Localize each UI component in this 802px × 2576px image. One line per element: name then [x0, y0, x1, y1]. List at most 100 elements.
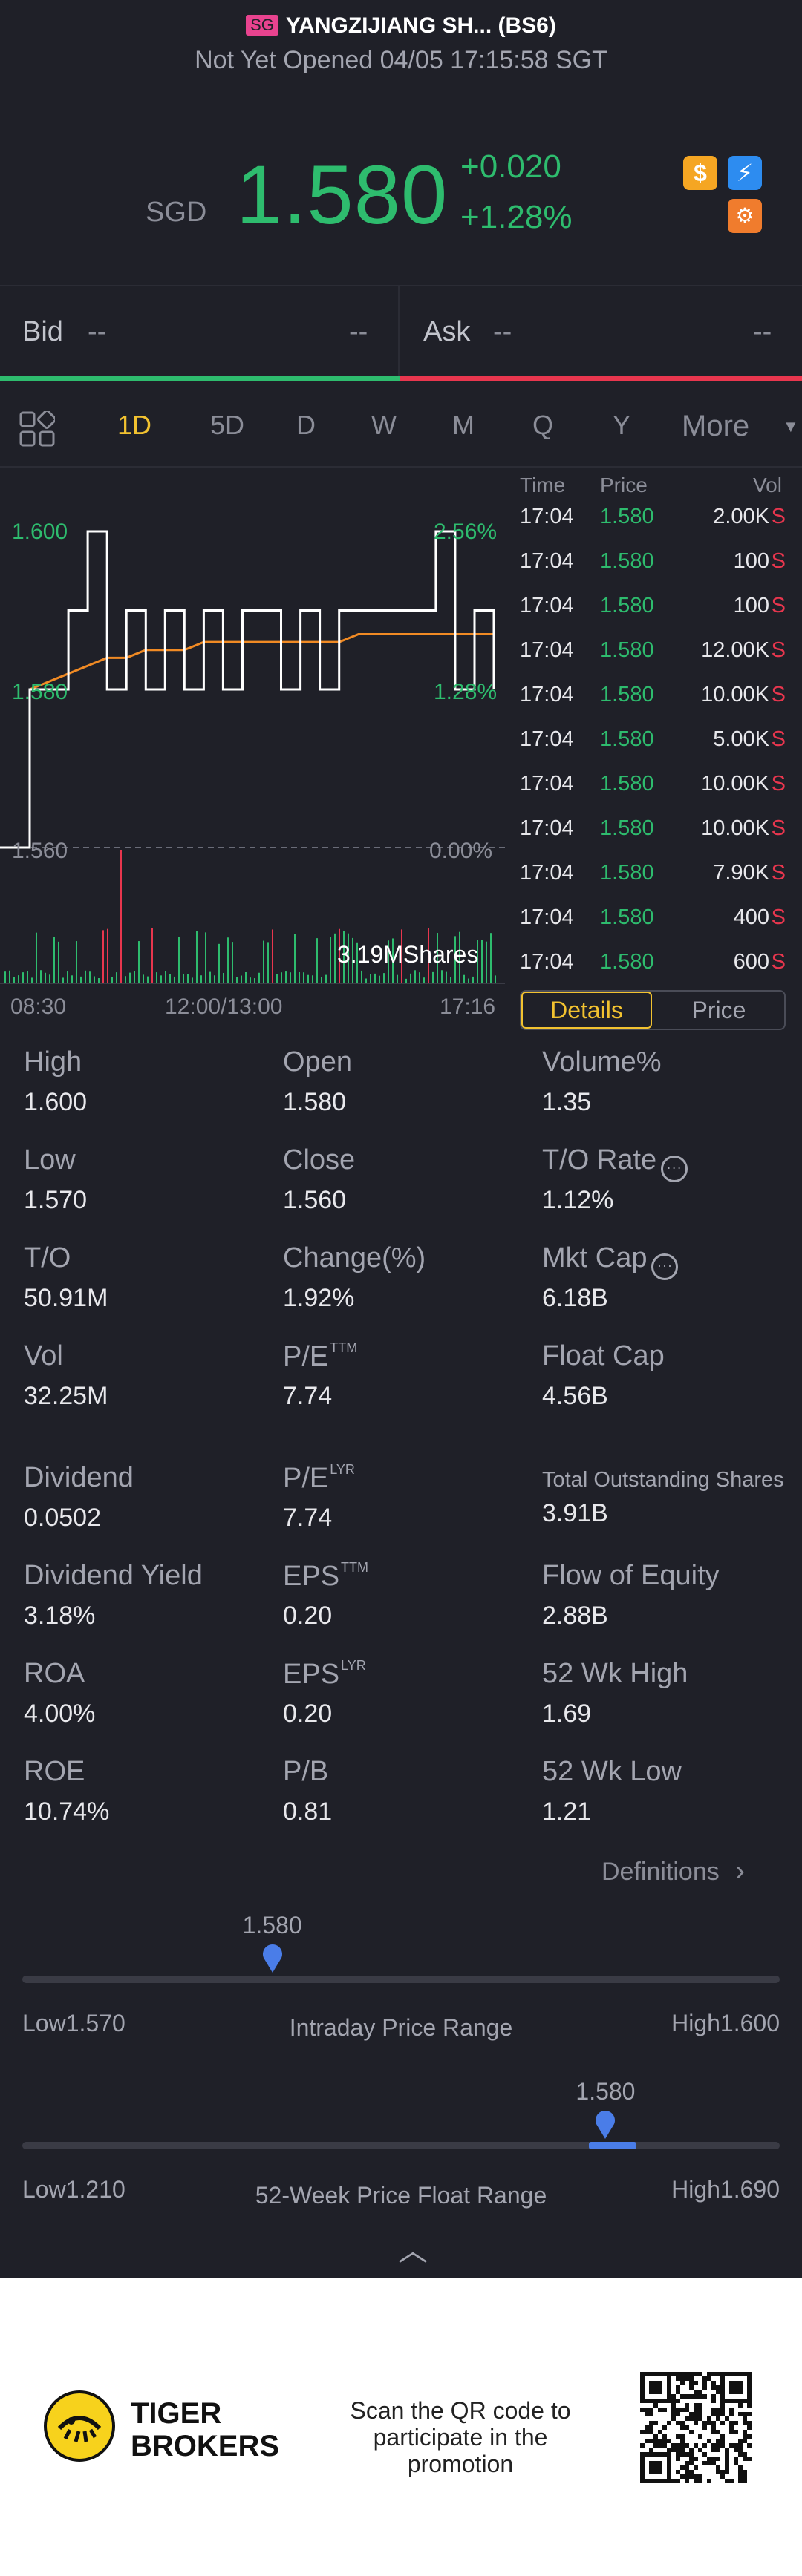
volume-bar — [454, 936, 456, 983]
lightning-icon[interactable]: ⚡ — [728, 156, 762, 190]
tab-y[interactable]: Y — [613, 410, 631, 440]
trade-row: 17:04 1.580 7.90K S — [0, 861, 802, 905]
tab-m[interactable]: M — [452, 410, 475, 440]
volume-bar — [446, 971, 447, 983]
week52-current-value: 1.580 — [576, 2078, 636, 2105]
tab-d[interactable]: D — [296, 410, 316, 440]
trade-price: 1.580 — [600, 727, 654, 751]
segment-price[interactable]: Price — [691, 997, 746, 1023]
volume-bar — [459, 931, 460, 983]
tab-1d[interactable]: 1D — [117, 410, 152, 440]
volume-bar — [27, 971, 28, 983]
stat-floatcap-label: Float Cap — [542, 1340, 665, 1371]
stat-pe-lyr-label: P/E LYR — [283, 1462, 355, 1495]
trade-side: S — [771, 905, 786, 929]
trade-price: 1.580 — [600, 905, 654, 929]
stat-roe-value: 10.74% — [24, 1797, 110, 1826]
volume-bar — [45, 972, 46, 983]
chevron-up-icon[interactable]: ︿ — [398, 2235, 428, 2267]
trade-price: 1.580 — [600, 549, 654, 573]
week52-low: Low1.210 — [22, 2176, 125, 2203]
trade-volume: 12.00K — [701, 638, 769, 662]
pct-axis-top: 2.56% — [434, 520, 498, 544]
stat-mktcap-label[interactable]: Mkt Cap ··· — [542, 1242, 679, 1280]
volume-bar — [330, 937, 331, 983]
trade-row: 17:04 1.580 10.00K S — [0, 683, 802, 727]
volume-bar — [129, 972, 131, 983]
stat-52wkhigh-label: 52 Wk High — [542, 1658, 688, 1689]
x-axis-mid: 12:00/13:00 — [165, 994, 283, 1019]
stat-vol-value: 32.25M — [24, 1382, 108, 1410]
volume-bar — [196, 931, 198, 983]
qr-code[interactable] — [640, 2372, 752, 2483]
trade-price: 1.580 — [600, 505, 654, 528]
volume-bar — [250, 977, 251, 983]
stat-foe-label: Flow of Equity — [542, 1560, 720, 1591]
volume-bar — [361, 970, 362, 983]
layout-grid-icon[interactable] — [19, 411, 55, 447]
volume-bar — [187, 973, 189, 983]
stat-pb-value: 0.81 — [283, 1797, 333, 1826]
stat-tos-label: Total Outstanding Shares — [542, 1468, 784, 1492]
volume-bar — [125, 976, 126, 983]
week52-range-marker — [589, 2142, 637, 2149]
tab-5d[interactable]: 5D — [210, 410, 245, 440]
trade-row: 17:04 1.580 10.00K S — [0, 772, 802, 816]
stat-pb-label: P/B — [283, 1756, 329, 1787]
x-axis-end: 17:16 — [440, 994, 496, 1019]
stat-high-value: 1.600 — [24, 1088, 88, 1116]
trade-time: 17:04 — [520, 905, 574, 929]
volume-bar — [405, 978, 407, 983]
stat-torate-label[interactable]: T/O Rate ··· — [542, 1144, 688, 1182]
volume-bar — [290, 972, 291, 983]
volume-bar — [397, 974, 398, 983]
price-change: +0.020 — [460, 148, 561, 185]
trade-time: 17:04 — [520, 549, 574, 573]
tab-w[interactable]: W — [371, 410, 397, 440]
trade-volume: 100 — [733, 594, 769, 617]
intraday-chart[interactable] — [0, 468, 512, 987]
volume-bar — [463, 974, 465, 983]
more-info-icon[interactable]: ··· — [661, 1156, 688, 1182]
volume-bar — [111, 977, 113, 983]
definitions-text: Definitions — [602, 1858, 720, 1886]
volume-bar — [419, 972, 420, 983]
trade-time: 17:04 — [520, 772, 574, 796]
volume-bar — [151, 928, 153, 983]
segment-details[interactable]: Details — [521, 992, 652, 1029]
volume-bar — [192, 977, 193, 983]
volume-bar — [437, 933, 438, 983]
volume-bar — [85, 970, 86, 983]
stat-pe-lyr-sup: LYR — [330, 1462, 355, 1477]
definitions-link[interactable]: Definitions › — [602, 1855, 745, 1887]
trade-row: 17:04 1.580 12.00K S — [0, 638, 802, 683]
volume-bar — [245, 971, 247, 983]
stat-eps-ttm-label: EPS TTM — [283, 1560, 368, 1593]
trade-time: 17:04 — [520, 816, 574, 840]
location-pin-icon — [262, 1944, 282, 1973]
trade-side: S — [771, 638, 786, 662]
volume-bar — [218, 943, 220, 983]
dollar-icon[interactable]: $ — [683, 156, 717, 190]
chevron-down-icon[interactable]: ▼ — [783, 417, 799, 436]
more-info-icon[interactable]: ··· — [651, 1253, 679, 1280]
trade-price: 1.580 — [600, 950, 654, 974]
shield-gear-icon[interactable]: ⚙ — [728, 199, 762, 233]
trade-row: 17:04 1.580 100 S — [0, 594, 802, 638]
trade-volume: 100 — [733, 549, 769, 573]
volume-bar — [294, 934, 296, 983]
volume-bar — [31, 977, 33, 983]
volume-bar — [477, 940, 478, 983]
week52-high: High1.690 — [671, 2176, 780, 2203]
stat-to-value: 50.91M — [24, 1284, 108, 1312]
bid-ask-panel: Bid -- -- Ask -- -- — [0, 285, 802, 381]
volume-bar — [183, 973, 184, 983]
volume-bar — [481, 940, 483, 983]
tab-more[interactable]: More — [682, 410, 750, 442]
tab-q[interactable]: Q — [532, 410, 554, 440]
price-line — [0, 530, 495, 849]
trade-time: 17:04 — [520, 594, 574, 617]
stat-close-value: 1.560 — [283, 1186, 347, 1214]
chevron-right-icon: › — [735, 1855, 745, 1887]
volume-bar — [205, 932, 206, 983]
